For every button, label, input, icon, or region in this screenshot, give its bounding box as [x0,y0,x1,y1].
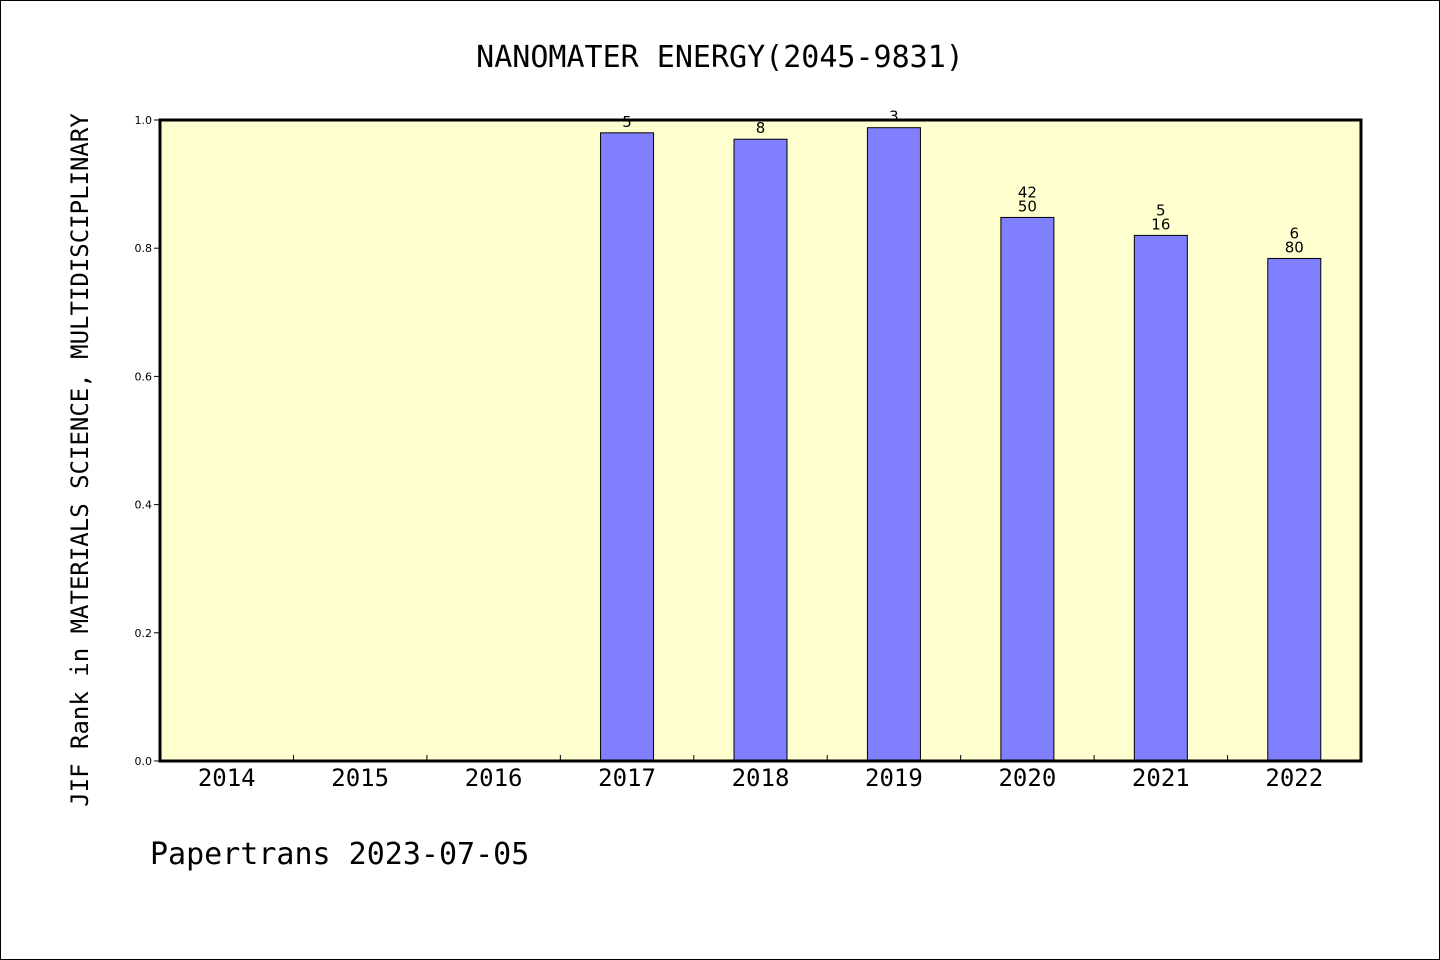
x-tick-label: 2016 [465,764,523,792]
bar-2017 [600,132,655,762]
chart-title: NANOMATER ENERGY(2045-9831) [476,40,964,75]
bar-2020 [1000,216,1055,762]
bar-data-label: 8 [756,119,766,137]
bar-2018 [733,138,788,762]
bar-data-label: 16 [1151,215,1170,233]
bar-2022 [1267,257,1322,762]
y-tick-label: 0.0 [135,755,153,768]
bar-2019 [866,127,921,762]
x-tick-label: 2022 [1265,764,1323,792]
x-tick-label: 2021 [1132,764,1190,792]
x-tick-label: 2020 [998,764,1056,792]
y-tick-label: 0.6 [135,370,153,383]
bar-data-label: 80 [1285,238,1304,256]
bars-layer [600,127,1322,762]
x-tick-label: 2017 [598,764,656,792]
x-tick-label: 2015 [331,764,389,792]
bar-data-label: 5 [622,113,632,131]
bar-data-label: 5 [1156,201,1166,219]
bar-2021 [1133,234,1188,762]
plot-border [158,118,1363,763]
y-axis-label: JIF Rank in MATERIALS SCIENCE, MULTIDISC… [66,113,94,807]
y-tick-label: 1.0 [135,114,153,127]
bar-data-label: 6 [1290,224,1300,242]
bar-data-label: 3 [889,108,899,126]
x-tick-label: 2018 [732,764,790,792]
bar-data-label: 50 [1018,197,1037,215]
y-axis: 0.0 0.2 0.4 0.6 0.8 1.0 [135,114,160,768]
y-tick-label: 0.8 [135,242,153,255]
footer-credit: Papertrans 2023-07-05 [150,837,529,872]
x-tick-label: 2019 [865,764,923,792]
y-tick-label: 0.2 [135,627,153,640]
y-tick-label: 0.4 [135,499,153,512]
x-tick-label: 2014 [198,764,256,792]
x-axis: 2014 2015 2016 2017 2018 2019 2020 2021 2022 [198,755,1323,792]
bar-data-label: 42 [1018,183,1037,201]
